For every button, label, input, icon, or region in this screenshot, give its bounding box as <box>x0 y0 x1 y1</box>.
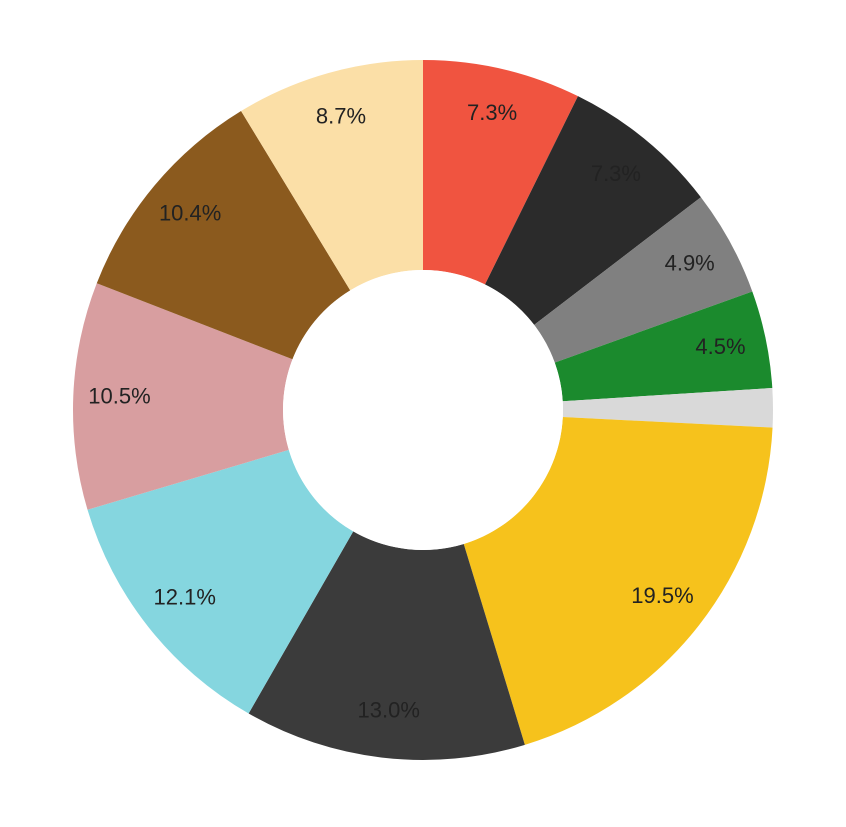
slice-label-7: 12.1% <box>154 584 216 609</box>
slice-label-0: 7.3% <box>467 100 517 125</box>
slice-label-6: 13.0% <box>358 698 420 723</box>
slice-label-3: 4.5% <box>695 334 745 359</box>
slice-label-2: 4.9% <box>665 250 715 275</box>
slice-label-1: 7.3% <box>591 161 641 186</box>
slice-label-9: 10.4% <box>159 201 221 226</box>
slice-label-8: 10.5% <box>88 383 150 408</box>
slice-label-5: 19.5% <box>631 583 693 608</box>
donut-hole <box>283 270 563 550</box>
slice-label-10: 8.7% <box>316 103 366 128</box>
donut-chart: 7.3% 7.3% 4.9% 4.5% 19.5% 13.0% 12.1% 10.5% 10.4… <box>0 0 846 827</box>
